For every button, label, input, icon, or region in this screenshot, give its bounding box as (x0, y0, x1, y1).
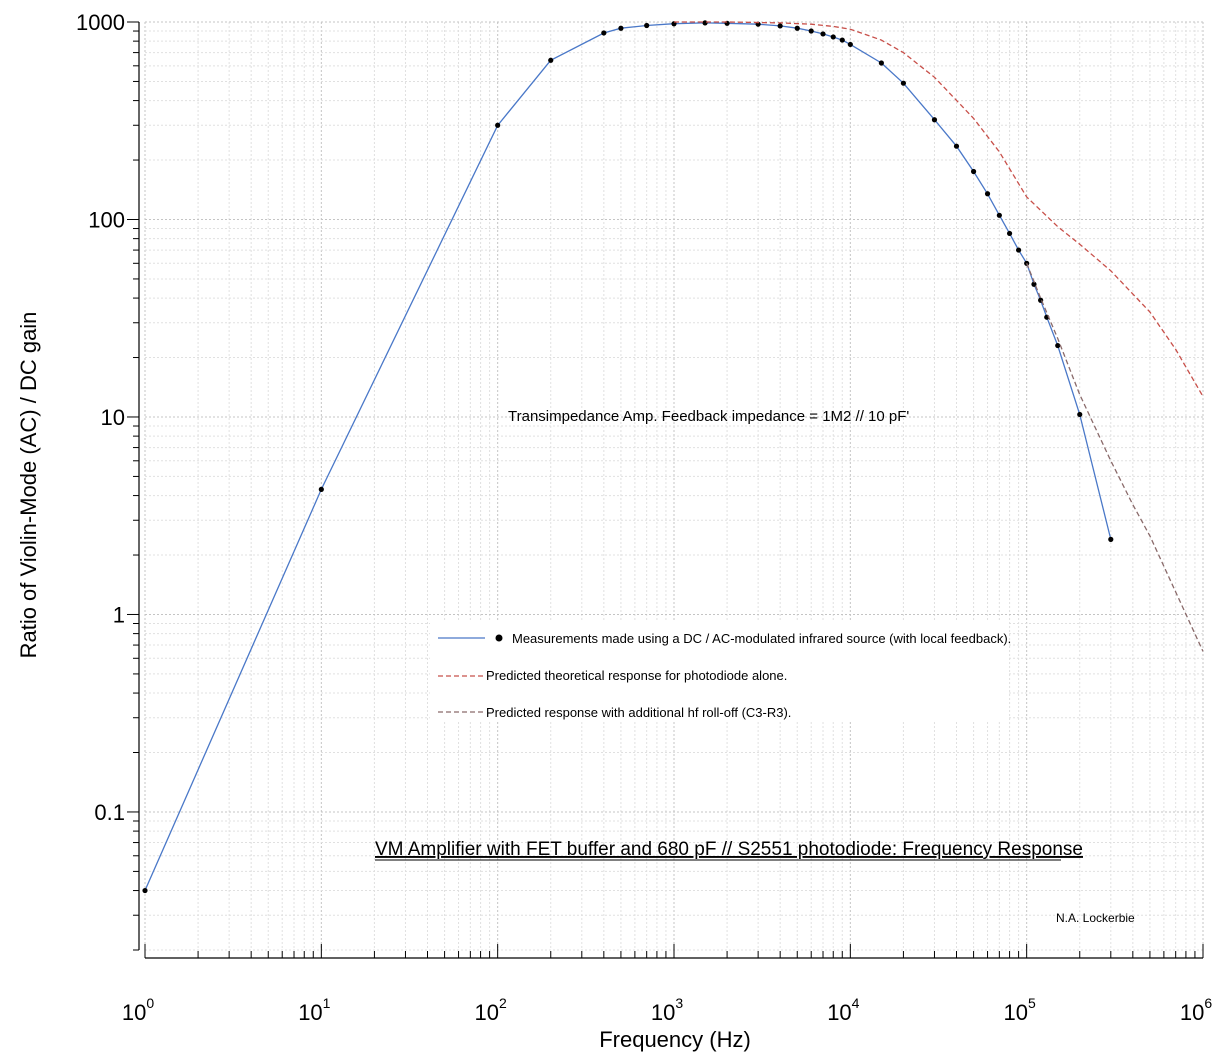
y-tick-label: 1 (113, 602, 125, 627)
data-point (777, 23, 783, 29)
data-point (794, 25, 800, 31)
data-point (495, 122, 501, 128)
legend-box (430, 622, 1008, 722)
data-point (984, 191, 991, 197)
data-point (970, 168, 977, 175)
data-point (808, 28, 814, 34)
data-point (878, 60, 884, 66)
data-point (1077, 411, 1083, 418)
y-tick-label: 10 (101, 405, 125, 430)
data-point (839, 37, 845, 43)
data-point (1015, 247, 1022, 253)
data-point (830, 34, 836, 40)
data-point (931, 117, 938, 123)
y-tick-label: 100 (88, 207, 125, 232)
x-tick-label: 106 (1180, 995, 1212, 1025)
series-line-1 (674, 21, 1204, 397)
series-layer (142, 20, 1204, 894)
legend-label-theoretical: Predicted theoretical response for photo… (486, 668, 787, 683)
data-point (644, 22, 650, 29)
y-axis-title: Ratio of Violin-Mode (AC) / DC gain (16, 312, 41, 659)
data-point (953, 143, 960, 149)
legend-label-rolloff: Predicted response with additional hf ro… (486, 705, 791, 720)
data-point (1006, 230, 1013, 237)
legend-marker-measurements (495, 634, 503, 642)
author-label: N.A. Lockerbie (1056, 911, 1135, 925)
data-point (1055, 342, 1061, 349)
x-tick-label: 100 (122, 995, 154, 1025)
legend-label-measurements: Measurements made using a DC / AC-modula… (512, 631, 1011, 646)
x-tick-label: 105 (1004, 995, 1036, 1025)
series-line-2 (1026, 263, 1204, 652)
x-tick-label: 104 (827, 995, 859, 1025)
data-point (820, 31, 826, 37)
y-tick-label: 1000 (76, 10, 125, 35)
data-point (900, 80, 907, 86)
data-point (601, 30, 607, 36)
annotation-text: Transimpedance Amp. Feedback impedance =… (508, 408, 909, 425)
data-point (1024, 260, 1030, 266)
data-point (1031, 281, 1037, 287)
legend: Measurements made using a DC / AC-modula… (430, 622, 1011, 722)
grid-lines (144, 21, 1204, 951)
data-point (1108, 536, 1114, 542)
data-point (618, 25, 624, 31)
x-tick-label: 103 (651, 995, 683, 1025)
data-point (548, 57, 554, 63)
y-tick-label: 0.1 (94, 800, 125, 825)
labels: 0.1 1 10 100 1000 100 101 102 103 104 105 106 (76, 10, 1212, 1025)
data-point (142, 887, 148, 894)
data-point (318, 486, 324, 492)
x-tick-label: 101 (298, 995, 330, 1025)
data-point (847, 41, 853, 48)
series-line-0 (144, 22, 1112, 891)
x-axis-title: Frequency (Hz) (599, 1027, 751, 1052)
x-tick-label: 102 (475, 995, 507, 1025)
chart-title: VM Amplifier with FET buffer and 680 pF … (375, 839, 1083, 860)
axes (127, 21, 1204, 959)
data-point (702, 20, 708, 26)
data-point (996, 212, 1002, 218)
